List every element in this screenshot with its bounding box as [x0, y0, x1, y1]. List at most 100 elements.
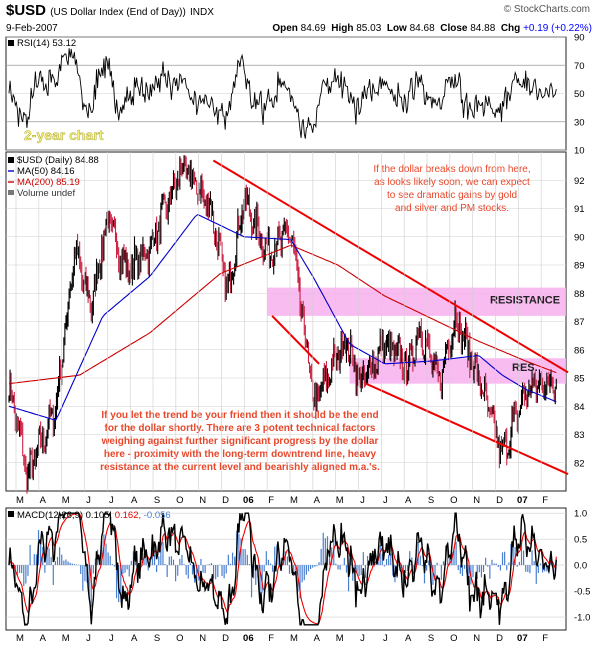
macd-legend-signal: 0.162, [115, 510, 144, 521]
price-tick-label: 84 [574, 402, 585, 413]
volume-legend-swatch [8, 190, 14, 195]
price-tick-label: 85 [574, 374, 585, 385]
rsi-legend: RSI(14) 53.12 [17, 38, 76, 49]
chg-label: Chg [500, 23, 521, 34]
x-tick-label-macd: F [268, 633, 274, 644]
symbol-description: (US Dollar Index (End of Day)) [50, 7, 186, 18]
macd-tick-label: -0.5 [574, 587, 590, 598]
macd-legend-swatch [8, 511, 14, 517]
price-tick-label: 83 [574, 430, 585, 441]
x-tick-label: 06 [243, 495, 254, 506]
trendline [212, 159, 569, 374]
x-tick-label-macd: M [16, 633, 24, 644]
x-tick-label: D [496, 495, 503, 506]
x-tick-label-macd: 07 [517, 633, 528, 644]
x-tick-label: 07 [517, 495, 528, 506]
annotation-upper-line: and silver and PM stocks. [395, 203, 509, 214]
x-tick-label: N [473, 495, 480, 506]
macd-layer: MACD(12,26,9) 0.105, 0.162, -0.056 [6, 510, 566, 626]
price-tick-label: 87 [574, 317, 585, 328]
close-label: Close [440, 23, 468, 34]
x-tick-label-macd: O [176, 633, 183, 644]
x-tick-label-macd: M [290, 633, 298, 644]
high-label: High [331, 23, 354, 34]
x-tick-label-macd: M [62, 633, 70, 644]
high-value: 85.03 [356, 23, 382, 34]
rsi-tick-label: 90 [574, 33, 585, 44]
x-tick-label-macd: A [314, 633, 321, 644]
annotation-upper-line: to see dramatic gains by gold [387, 190, 517, 201]
trendline [365, 382, 569, 475]
price-legend: $USD (Daily) 84.88 [17, 155, 99, 166]
price-tick-label: 86 [574, 345, 585, 356]
annotation-lower-line: If you let the trend be your friend then… [101, 410, 378, 421]
x-tick-label: D [222, 495, 229, 506]
x-tick-label: M [290, 495, 298, 506]
x-tick-label: J [383, 495, 388, 506]
trendline [271, 315, 320, 365]
x-tick-label: S [154, 495, 160, 506]
price-layer: RESISTANCE RES. 2-year chart $USD (Daily) 8… [6, 127, 569, 494]
x-tick-label: M [336, 495, 344, 506]
macd-tick-label: 1.0 [574, 509, 587, 520]
annotation-lower-line: weighing against further significant pro… [101, 436, 379, 447]
ohlc-readout: Open 84.69 High 85.03 Low 84.68 Close 84… [272, 23, 592, 34]
x-tick-label: J [109, 495, 114, 506]
annotation-lower-line: for the dollar shortly. There are 3 pote… [105, 423, 376, 434]
x-tick-label: S [428, 495, 434, 506]
chart-date: 9-Feb-2007 [6, 23, 58, 34]
volume-legend: Volume undef [17, 188, 75, 199]
rsi-line [8, 48, 557, 139]
close-value: 84.88 [470, 23, 496, 34]
x-tick-label-macd: 06 [243, 633, 254, 644]
macd-line [8, 510, 557, 626]
x-tick-label: O [450, 495, 457, 506]
x-tick-label: A [131, 495, 138, 506]
macd-legend-value: 0.105, [86, 510, 115, 521]
annotation-upper-line: as looks likely soon, we can expect [374, 177, 530, 188]
x-tick-label: O [176, 495, 183, 506]
ma50-line [8, 213, 557, 421]
axis-layer: 82 83 84 85 86 87 88 89 90 91 92 M M A A M M J J J J A A S S O O N N… [16, 33, 590, 645]
ma50-legend: MA(50) 84.16 [17, 166, 75, 177]
rsi-tick-label: 30 [574, 117, 585, 128]
x-tick-label-macd: D [222, 633, 229, 644]
x-tick-label-macd: A [405, 633, 412, 644]
open-value: 84.69 [300, 23, 326, 34]
x-tick-label: N [199, 495, 206, 506]
x-tick-label-macd: D [496, 633, 503, 644]
x-tick-label-macd: O [450, 633, 457, 644]
price-tick-label: 92 [574, 176, 585, 187]
credit: © StockCharts.com [503, 4, 590, 15]
exchange: INDX [189, 7, 214, 18]
ma200-line [8, 244, 557, 385]
x-tick-label: F [542, 495, 548, 506]
macd-legend: MACD(12,26,9) 0.105, 0.162, -0.056 [17, 510, 171, 521]
x-tick-label: J [360, 495, 365, 506]
rsi-legend-swatch [8, 40, 14, 46]
rsi-tick-label: 10 [574, 146, 585, 157]
x-tick-label: M [62, 495, 70, 506]
rsi-layer: RSI(14) 53.12 [6, 36, 566, 151]
low-label: Low [386, 23, 407, 34]
price-tick-label: 88 [574, 289, 585, 300]
x-tick-label-macd: J [86, 633, 91, 644]
x-tick-label: F [268, 495, 274, 506]
x-tick-label-macd: N [199, 633, 206, 644]
x-tick-label: A [405, 495, 412, 506]
x-tick-label-macd: M [336, 633, 344, 644]
macd-tick-label: 0.5 [574, 535, 587, 546]
x-tick-label: A [314, 495, 321, 506]
two-year-badge: 2-year chart [24, 127, 104, 143]
x-tick-label: A [40, 495, 47, 506]
macd-legend-name: MACD(12,26,9) [17, 510, 86, 521]
macd-tick-label: -1.0 [574, 613, 590, 624]
price-legend-swatch [8, 157, 14, 163]
rsi-tick-label: 70 [574, 61, 585, 72]
chart-title: $USD (US Dollar Index (End of Day)) INDX [6, 2, 214, 19]
resistance-label: RESISTANCE [490, 295, 560, 307]
x-tick-label: M [16, 495, 24, 506]
open-label: Open [272, 23, 298, 34]
price-tick-label: 82 [574, 458, 585, 469]
x-tick-label-macd: J [360, 633, 365, 644]
